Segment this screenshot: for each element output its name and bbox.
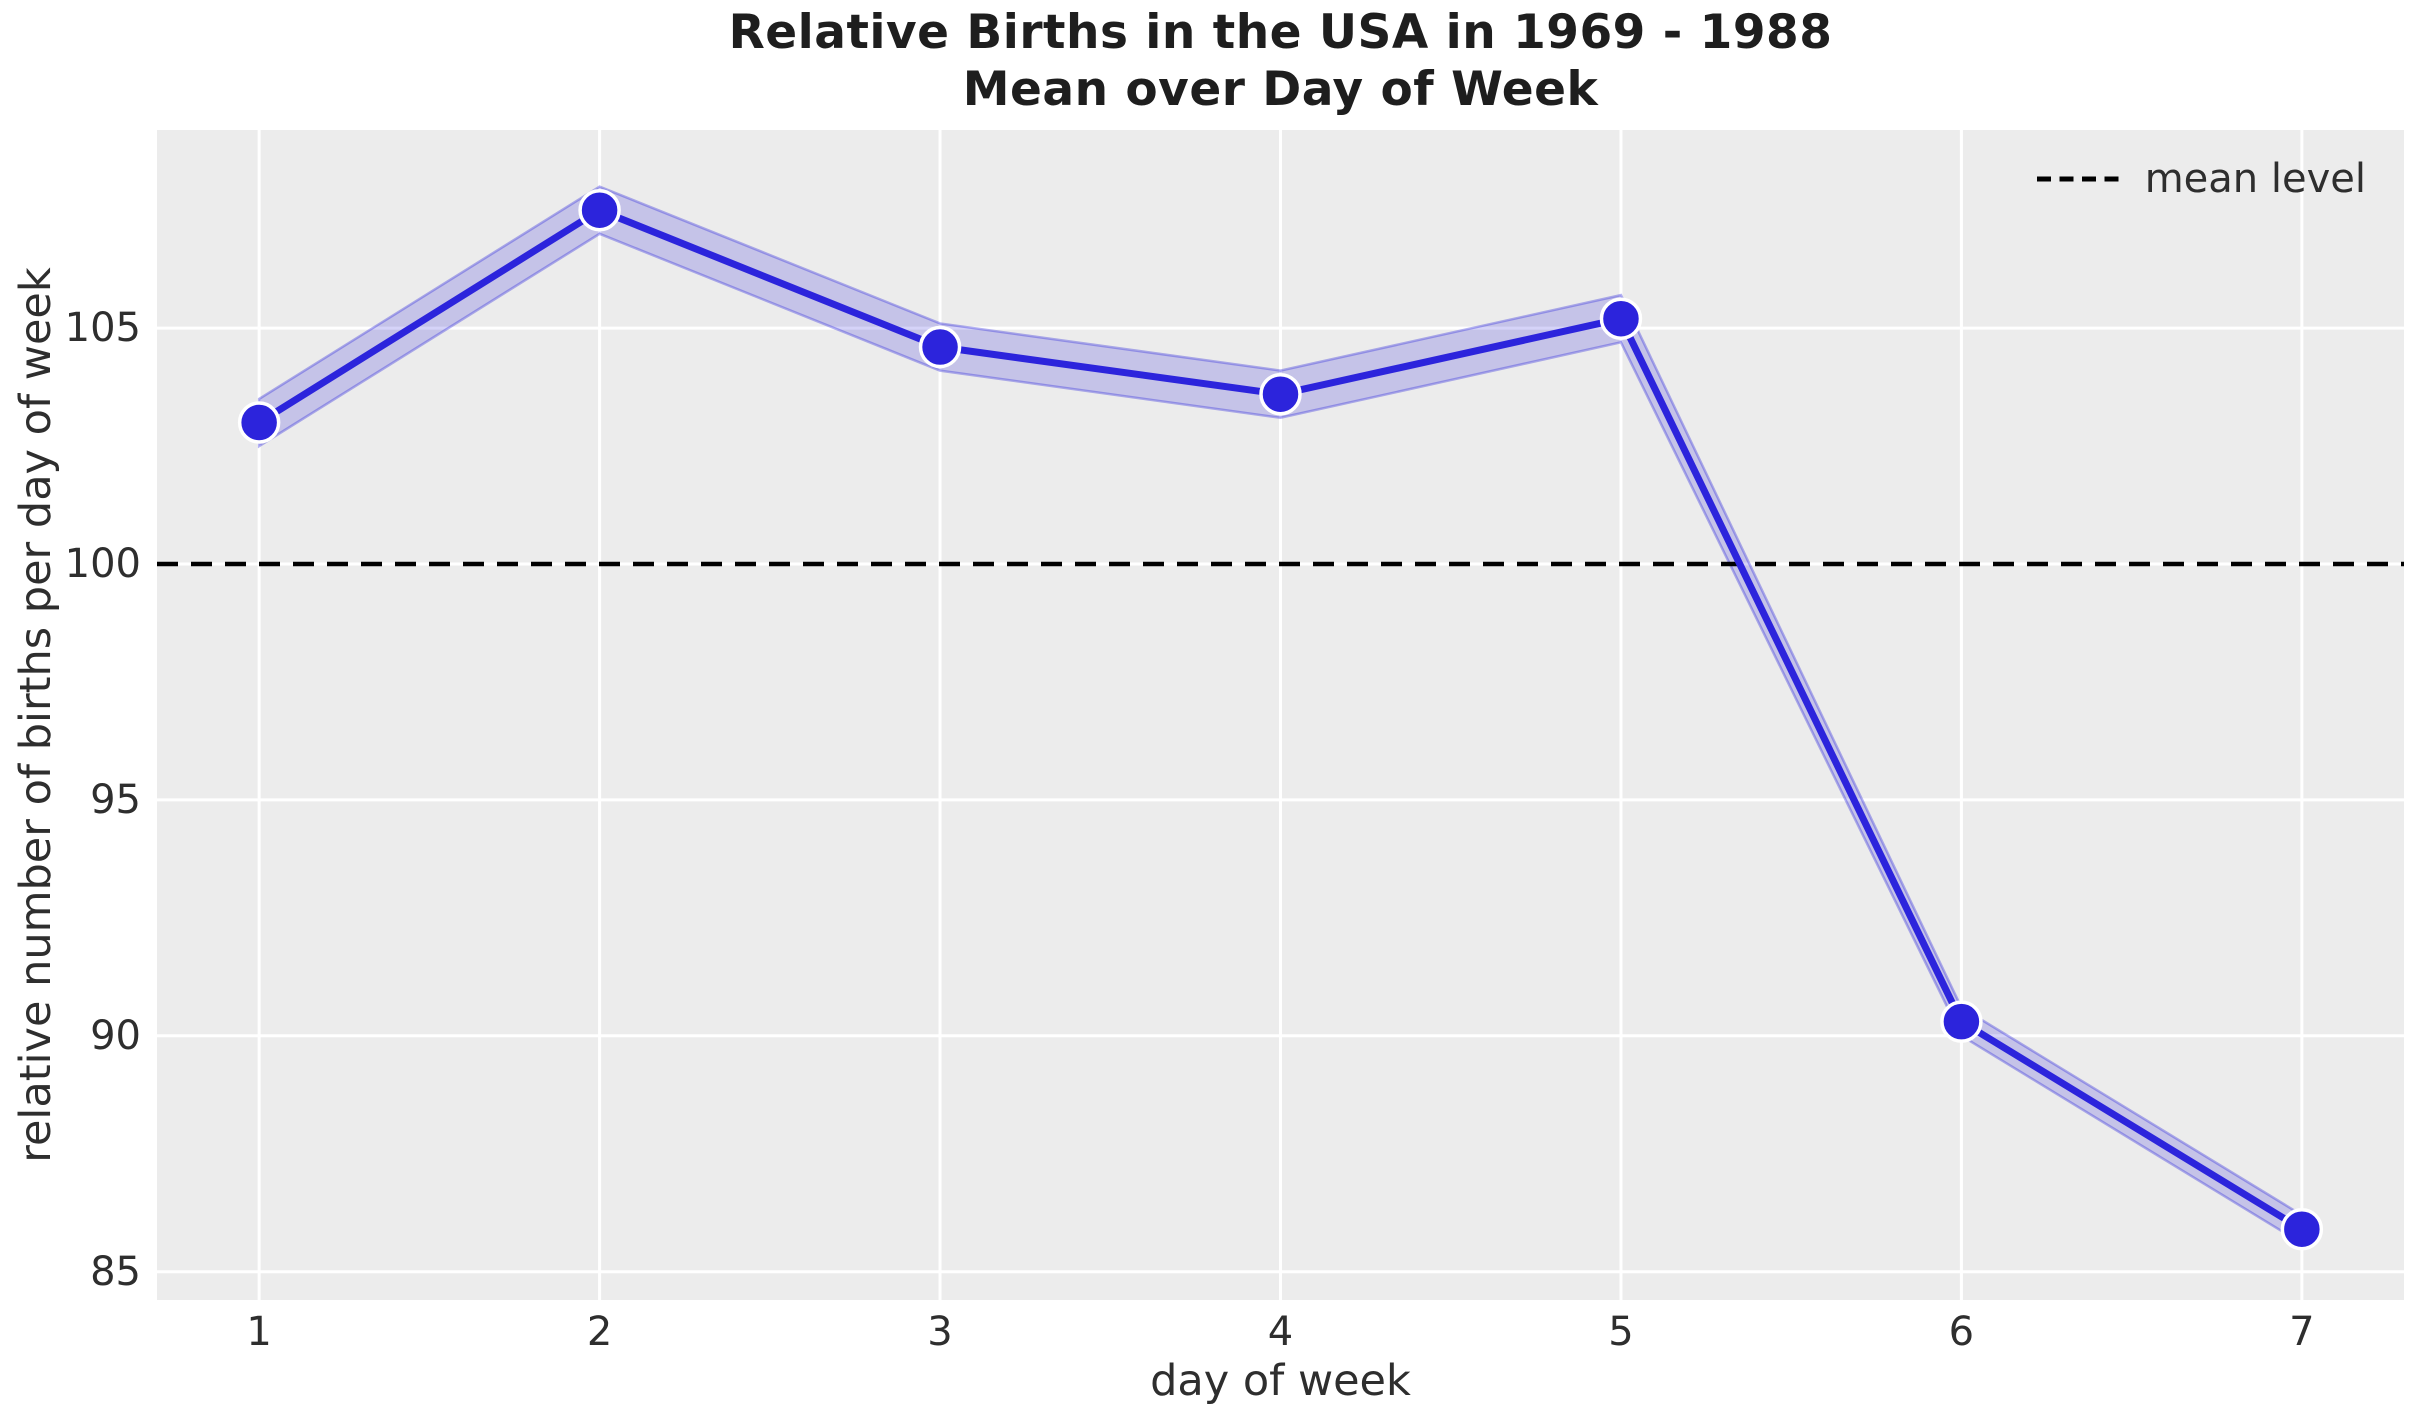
data-point-day-4 <box>1259 372 1302 416</box>
chart-title-line1: Relative Births in the USA in 1969 - 198… <box>728 5 1833 60</box>
data-point-day-5 <box>1599 297 1643 340</box>
data-point-day-3 <box>918 325 962 369</box>
y-tick-label-105: 105 <box>64 305 141 352</box>
x-tick-label-7: 7 <box>2289 1309 2315 1355</box>
x-tick-label-1: 1 <box>246 1309 272 1355</box>
x-tick-label-6: 6 <box>1948 1309 1975 1355</box>
data-point-day-2 <box>578 188 621 232</box>
chart-title-line2: Mean over Day of Week <box>962 62 1599 117</box>
y-tick-label-90: 90 <box>90 1012 141 1059</box>
chart-title: Relative Births in the USA in 1969 - 198… <box>157 4 2404 118</box>
legend-label: mean level <box>2144 156 2366 202</box>
y-tick-label-100: 100 <box>64 541 141 588</box>
x-tick-label-2: 2 <box>586 1309 613 1355</box>
data-point-day-1 <box>237 401 281 444</box>
x-tick-label-3: 3 <box>927 1309 953 1355</box>
x-tick-label-4: 4 <box>1267 1309 1294 1355</box>
y-axis-label: relative number of births per day of wee… <box>11 267 61 1163</box>
y-tick-label-95: 95 <box>90 776 141 823</box>
y-tick-label-85: 85 <box>90 1248 141 1295</box>
legend-dashed-line-sample <box>2036 176 2119 182</box>
x-axis-label: day of week <box>1150 1356 1411 1406</box>
data-point-day-6 <box>1940 1000 1983 1043</box>
data-point-day-7 <box>2280 1207 2324 1251</box>
legend: mean level <box>2036 156 2366 202</box>
x-tick-label-5: 5 <box>1608 1309 1634 1355</box>
